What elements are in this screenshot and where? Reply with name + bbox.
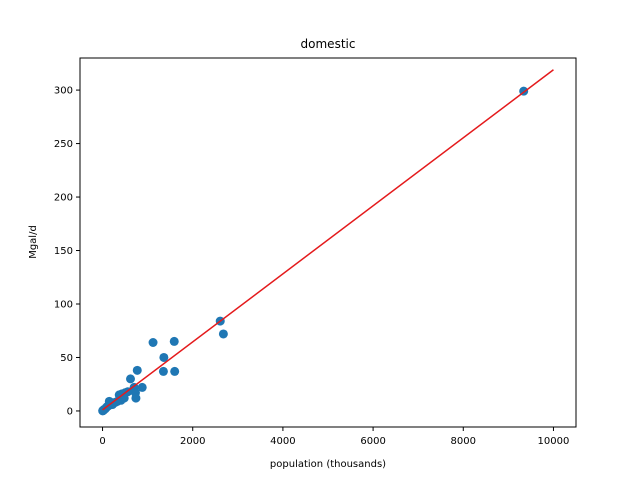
data-point-13 — [131, 393, 141, 403]
x-tick-label: 10000 — [538, 436, 570, 447]
x-tick-label: 6000 — [360, 436, 385, 447]
x-tick-label: 0 — [99, 436, 105, 447]
fit-line — [102, 69, 554, 411]
data-point-4 — [148, 338, 158, 348]
data-point-3 — [169, 336, 179, 346]
y-tick-label: 200 — [54, 193, 73, 204]
x-axis-label: population (thousands) — [270, 459, 386, 470]
y-tick-label: 250 — [54, 139, 73, 150]
x-tick-label: 8000 — [451, 436, 476, 447]
chart-title: domestic — [301, 37, 356, 51]
y-tick-label: 100 — [54, 300, 73, 311]
data-point-7 — [170, 366, 180, 376]
data-point-2 — [218, 329, 228, 339]
x-axis: 0 2000 4000 6000 8000 10000 — [99, 427, 569, 447]
data-point-6 — [158, 366, 168, 376]
x-tick-label: 2000 — [180, 436, 205, 447]
x-tick-label: 4000 — [270, 436, 295, 447]
y-axis: 0 50 100 150 200 250 300 — [54, 86, 80, 417]
y-tick-label: 50 — [60, 353, 73, 364]
data-point-5 — [159, 352, 169, 362]
y-tick-label: 0 — [67, 406, 73, 417]
plot-marks — [98, 69, 554, 416]
y-axis-label: Mgal/d — [28, 225, 39, 259]
data-point-8 — [132, 365, 142, 375]
y-tick-label: 300 — [54, 86, 73, 97]
data-point-10 — [137, 382, 147, 392]
y-tick-label: 150 — [54, 246, 73, 257]
plot-frame — [79, 57, 577, 428]
data-point-9 — [126, 374, 136, 384]
